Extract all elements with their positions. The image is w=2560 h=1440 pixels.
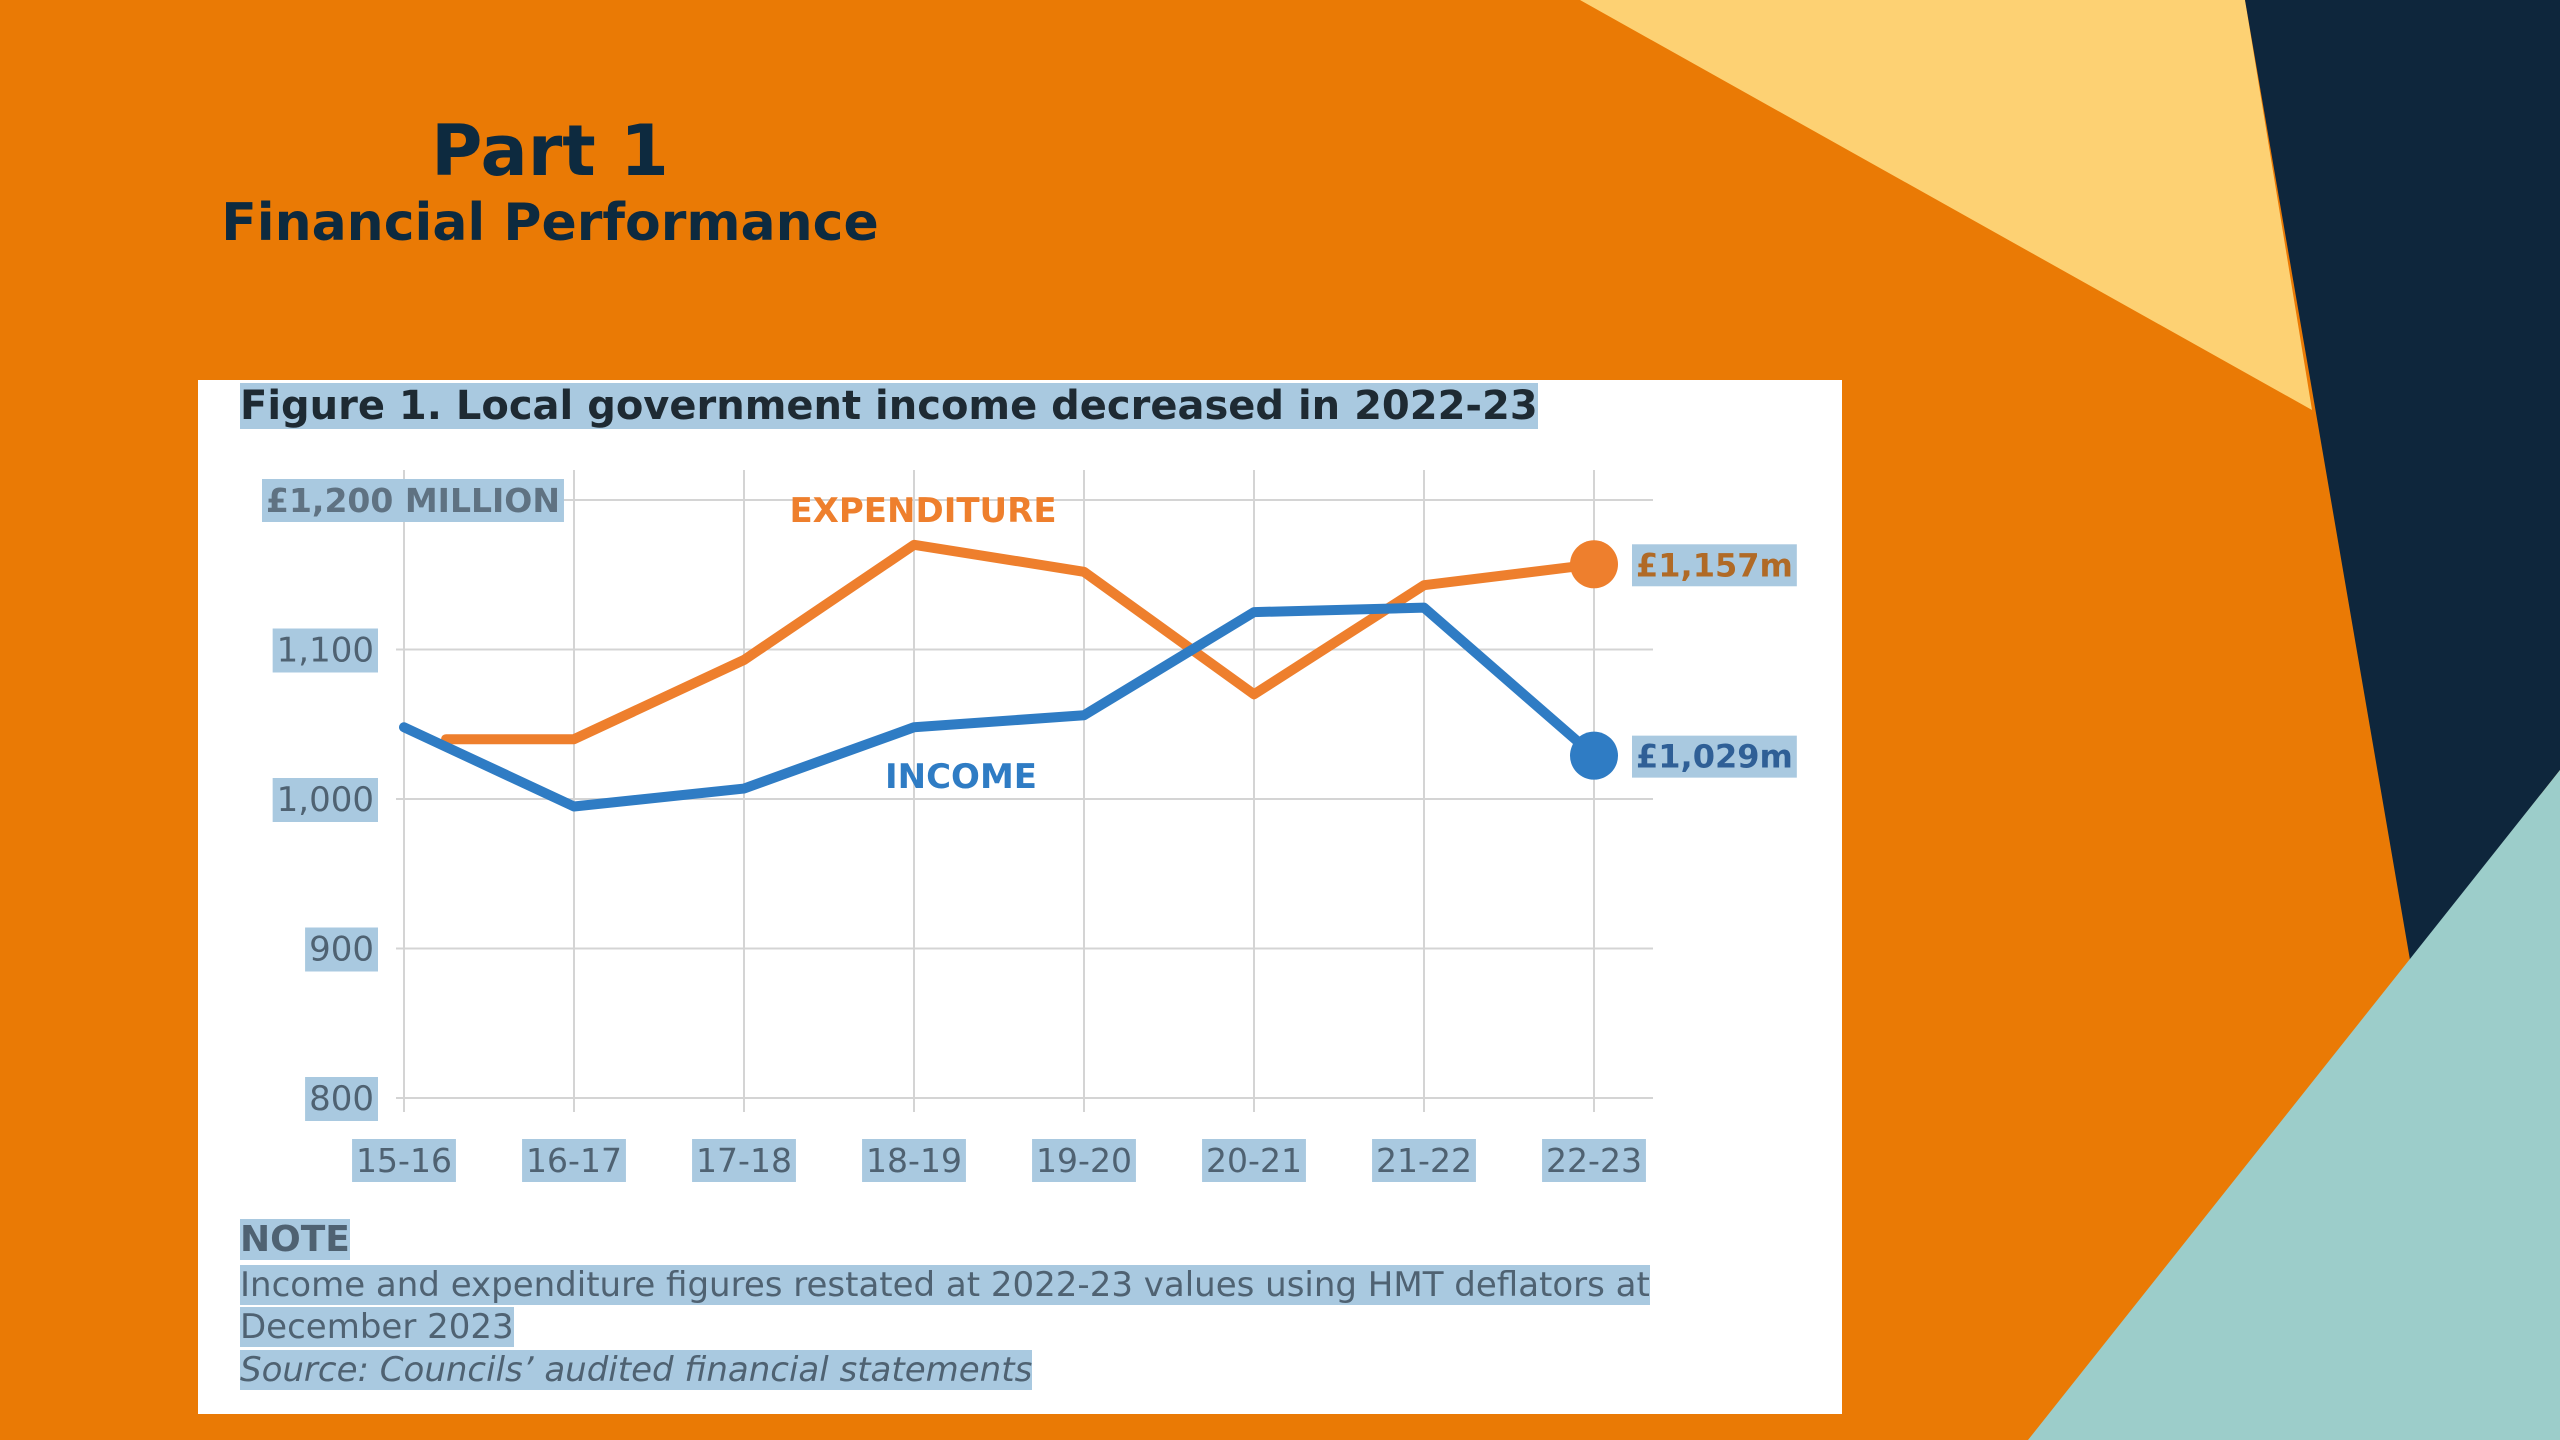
x-tick-label-text: 21-22: [1376, 1141, 1472, 1180]
y-tick-label-text: 1,000: [277, 780, 374, 820]
x-tick-label: 19-20: [1032, 1139, 1136, 1182]
note-line-2: December 2023: [240, 1307, 514, 1347]
x-tick-label-text: 18-19: [866, 1141, 962, 1180]
y-axis-title-highlight: [262, 479, 564, 522]
x-tick-label: 20-21: [1202, 1139, 1306, 1182]
x-tick-label-highlight: [1202, 1139, 1306, 1182]
x-tick-label: 18-19: [862, 1139, 966, 1182]
series-end-marker-expenditure: [1570, 540, 1618, 589]
series-label-income: INCOME: [885, 757, 1037, 797]
end-value-label-income-highlight: [1632, 735, 1797, 778]
y-tick-label: 800: [305, 1077, 378, 1121]
end-value-label-income-text: £1,029m: [1636, 738, 1793, 776]
x-tick-label: 15-16: [352, 1139, 456, 1182]
x-tick-label-highlight: [352, 1139, 456, 1182]
note-source: Source: Councils’ audited financial stat…: [240, 1350, 1033, 1390]
x-tick-label-highlight: [862, 1139, 966, 1182]
slide-subtitle: Financial Performance: [221, 193, 879, 253]
x-tick-label-highlight: [1372, 1139, 1476, 1182]
series-end-marker-income: [1570, 731, 1618, 780]
figure-note: NOTE Income and expenditure figures rest…: [240, 1218, 1800, 1392]
x-tick-label: 16-17: [522, 1139, 626, 1182]
note-heading: NOTE: [240, 1219, 350, 1260]
note-text: Income and expenditure figures restated …: [240, 1264, 1800, 1348]
y-tick-label-text: 900: [309, 930, 374, 970]
figure-title: Figure 1. Local government income decrea…: [240, 383, 1538, 429]
line-chart: 800 900 1,000 1,100 £1,200 MILLION 15-16 16-17…: [262, 470, 1797, 1182]
yellow-triangle-shape: [1580, 0, 2312, 410]
x-tick-label-highlight: [1032, 1139, 1136, 1182]
figure-card: Figure 1. Local government income decrea…: [198, 380, 1842, 1414]
y-tick-label: 1,100: [272, 628, 378, 673]
end-value-label-expenditure-text: £1,157m: [1636, 546, 1793, 584]
x-tick-label-text: 20-21: [1206, 1141, 1302, 1180]
y-tick-label: 1,000: [272, 778, 378, 822]
y-tick-label-highlight: [305, 1077, 378, 1121]
y-axis-title-text: £1,200 MILLION: [266, 481, 560, 520]
y-tick-label: 900: [305, 927, 378, 972]
x-tick-label-text: 19-20: [1036, 1141, 1132, 1180]
x-tick-label: 21-22: [1372, 1139, 1476, 1182]
series-line-expenditure: [441, 539, 1599, 745]
x-tick-label-text: 15-16: [356, 1141, 452, 1180]
navy-shape: [2245, 0, 2560, 960]
y-tick-label-text: 1,100: [277, 631, 374, 671]
y-axis-title: £1,200 MILLION: [262, 479, 564, 522]
x-tick-label-text: 22-23: [1546, 1141, 1642, 1180]
y-tick-label-highlight: [272, 778, 378, 822]
x-tick-label-text: 17-18: [696, 1141, 792, 1180]
slide-title: Part 1: [431, 110, 669, 192]
y-tick-label-highlight: [305, 927, 378, 972]
x-tick-label-highlight: [1542, 1139, 1646, 1182]
series-line-income: [399, 602, 1599, 812]
x-tick-label: 17-18: [692, 1139, 796, 1182]
series-label-expenditure: EXPENDITURE: [789, 491, 1056, 531]
y-tick-label-text: 800: [309, 1079, 374, 1119]
x-tick-label-highlight: [692, 1139, 796, 1182]
x-tick-label: 22-23: [1542, 1139, 1646, 1182]
teal-triangle-shape: [2028, 770, 2560, 1440]
end-value-label-income: £1,029m: [1632, 735, 1797, 778]
x-tick-label-highlight: [522, 1139, 626, 1182]
end-value-label-expenditure-highlight: [1632, 544, 1797, 587]
slide-title-block: Part 1 Financial Performance: [150, 110, 950, 254]
x-tick-label-text: 16-17: [526, 1141, 622, 1180]
y-tick-label-highlight: [272, 628, 378, 673]
end-value-label-expenditure: £1,157m: [1632, 544, 1797, 587]
note-line-1: Income and expenditure figures restated …: [240, 1265, 1650, 1305]
